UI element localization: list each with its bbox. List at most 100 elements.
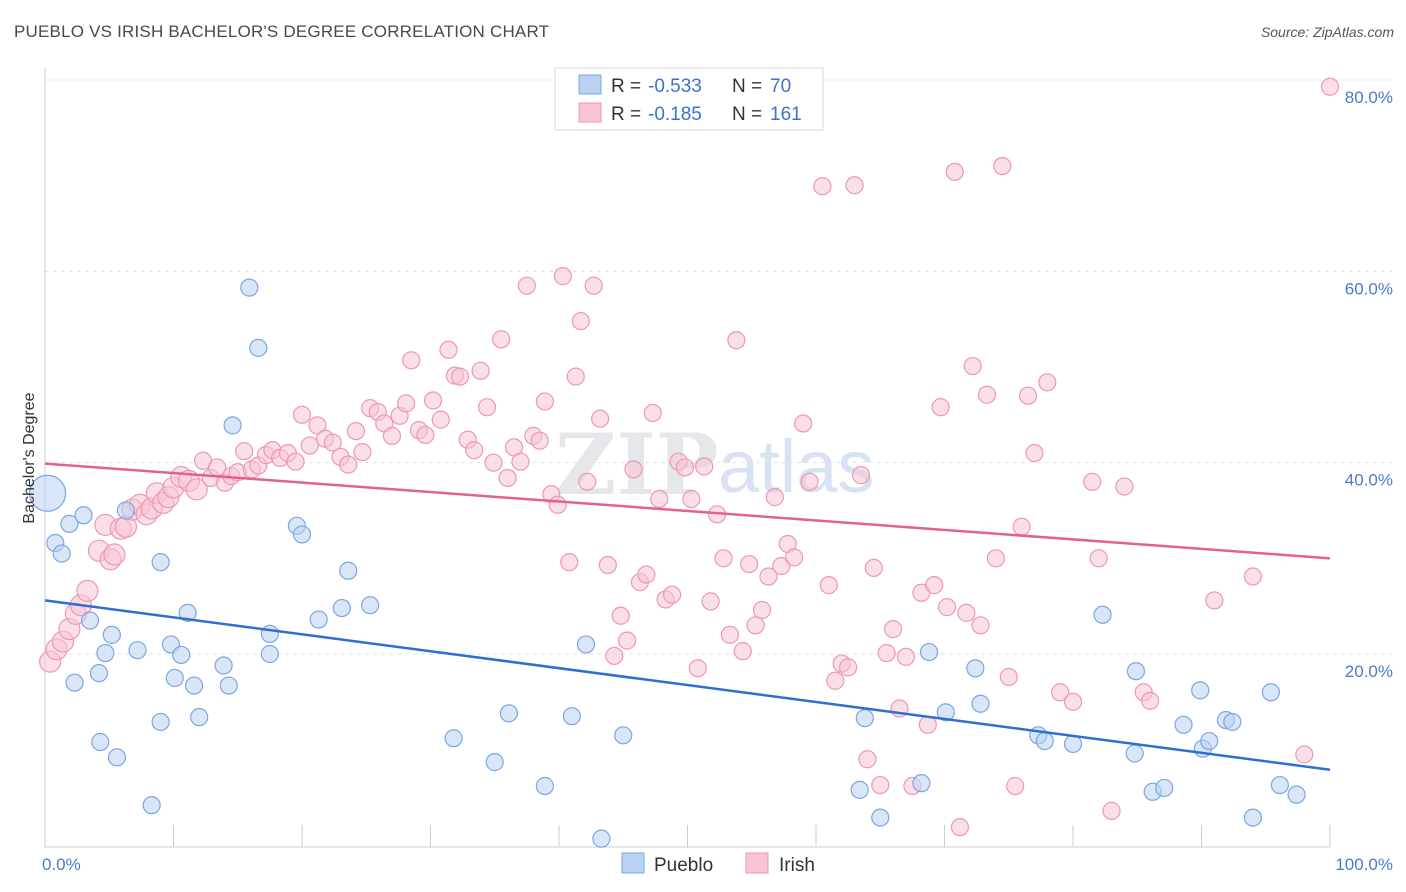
irish-point [517,276,536,295]
irish-point [1089,549,1108,568]
pueblo-point [65,673,84,692]
irish-point [643,403,662,423]
irish-point [800,472,819,491]
pueblo-point [102,625,121,644]
pueblo-point [214,656,233,675]
pueblo-point [339,561,358,580]
pueblo-point [292,525,312,544]
irish-point [286,452,305,471]
pueblo-point [592,829,611,848]
irish-point [851,466,871,485]
irish-point [1320,77,1340,96]
pueblo-point [1261,683,1280,702]
irish-point [864,558,883,578]
pueblo-point [28,474,67,512]
irish-point [794,414,813,433]
irish-point [323,433,342,452]
irish-point [484,453,503,472]
irish-point [566,367,585,386]
legend-irish-swatch [745,852,769,874]
watermark: ZIP atlas [555,415,874,514]
irish-point [1025,444,1044,463]
pueblo-r-label: R = [611,76,641,97]
irish-point [1083,472,1102,491]
pueblo-point [919,642,939,662]
irish-point [465,441,484,460]
irish-point [675,458,695,477]
irish-point [871,775,890,795]
irish-point [826,671,845,690]
pueblo-point [1035,731,1054,751]
pueblo-r-value: -0.533 [648,76,702,97]
irish-point [618,631,637,650]
irish-point [993,157,1012,176]
pueblo-point [562,707,581,726]
pueblo-point [1093,605,1112,624]
irish-point [1102,801,1121,820]
legend-pueblo-swatch [621,852,645,874]
irish-point [701,592,720,611]
irish-point [999,667,1018,687]
pueblo-point [184,676,204,695]
irish-point [498,468,517,488]
pueblo-point [1126,662,1146,681]
pueblo-point [912,774,931,793]
pueblo-point [485,753,504,772]
y-tick-label: 80.0% [1345,88,1393,107]
pueblo-swatch [578,74,602,95]
y-tick-label: 60.0% [1345,279,1393,298]
irish-point [611,606,630,625]
y-tick-labels: 20.0% 40.0% 60.0% 80.0% [1345,88,1393,681]
pueblo-point [223,416,242,435]
pueblo-point [151,712,170,732]
irish-point [746,616,765,635]
irish-point [637,565,656,584]
irish-point [1205,591,1224,610]
irish-point [720,625,740,644]
pueblo-point [1223,712,1242,732]
irish-point [986,549,1006,568]
irish-point [839,658,858,677]
irish-point [584,276,603,295]
irish-point [471,361,490,380]
irish-point [1295,745,1314,764]
axes [44,68,1331,848]
irish-points [39,77,1340,837]
irish-point [598,555,617,575]
pueblo-point [172,645,191,665]
irish-point [548,495,567,514]
legend-irish-label: Irish [779,855,815,876]
irish-point [918,715,937,734]
pueblo-point [332,598,351,618]
irish-point [402,351,421,370]
pueblo-point [260,624,279,644]
legend-pueblo-label: Pueblo [654,855,713,876]
irish-point [308,416,327,435]
irish-point [759,567,778,586]
pueblo-point [535,776,554,796]
irish-r-label: R = [611,104,641,125]
watermark-atlas: atlas [718,425,874,508]
irish-point [650,489,669,509]
irish-point [1038,373,1057,392]
irish-point [185,478,208,501]
pueblo-points [28,278,1306,848]
irish-point [813,177,832,196]
irish-n-label: N = [732,104,762,125]
pueblo-point [309,610,328,629]
pueblo-point [219,676,238,695]
irish-point [511,452,530,471]
irish-point [571,311,590,331]
pueblo-point [165,668,184,688]
pueblo-point [96,643,115,663]
irish-point [765,488,784,507]
irish-point [785,548,804,567]
pueblo-point [249,338,268,357]
irish-point [931,398,950,417]
chart-title: PUEBLO VS IRISH BACHELOR'S DEGREE CORREL… [14,22,550,41]
pueblo-point [52,544,71,563]
irish-point [688,659,707,678]
pueblo-point [89,664,109,683]
irish-point [346,421,366,441]
irish-point [1006,776,1025,796]
